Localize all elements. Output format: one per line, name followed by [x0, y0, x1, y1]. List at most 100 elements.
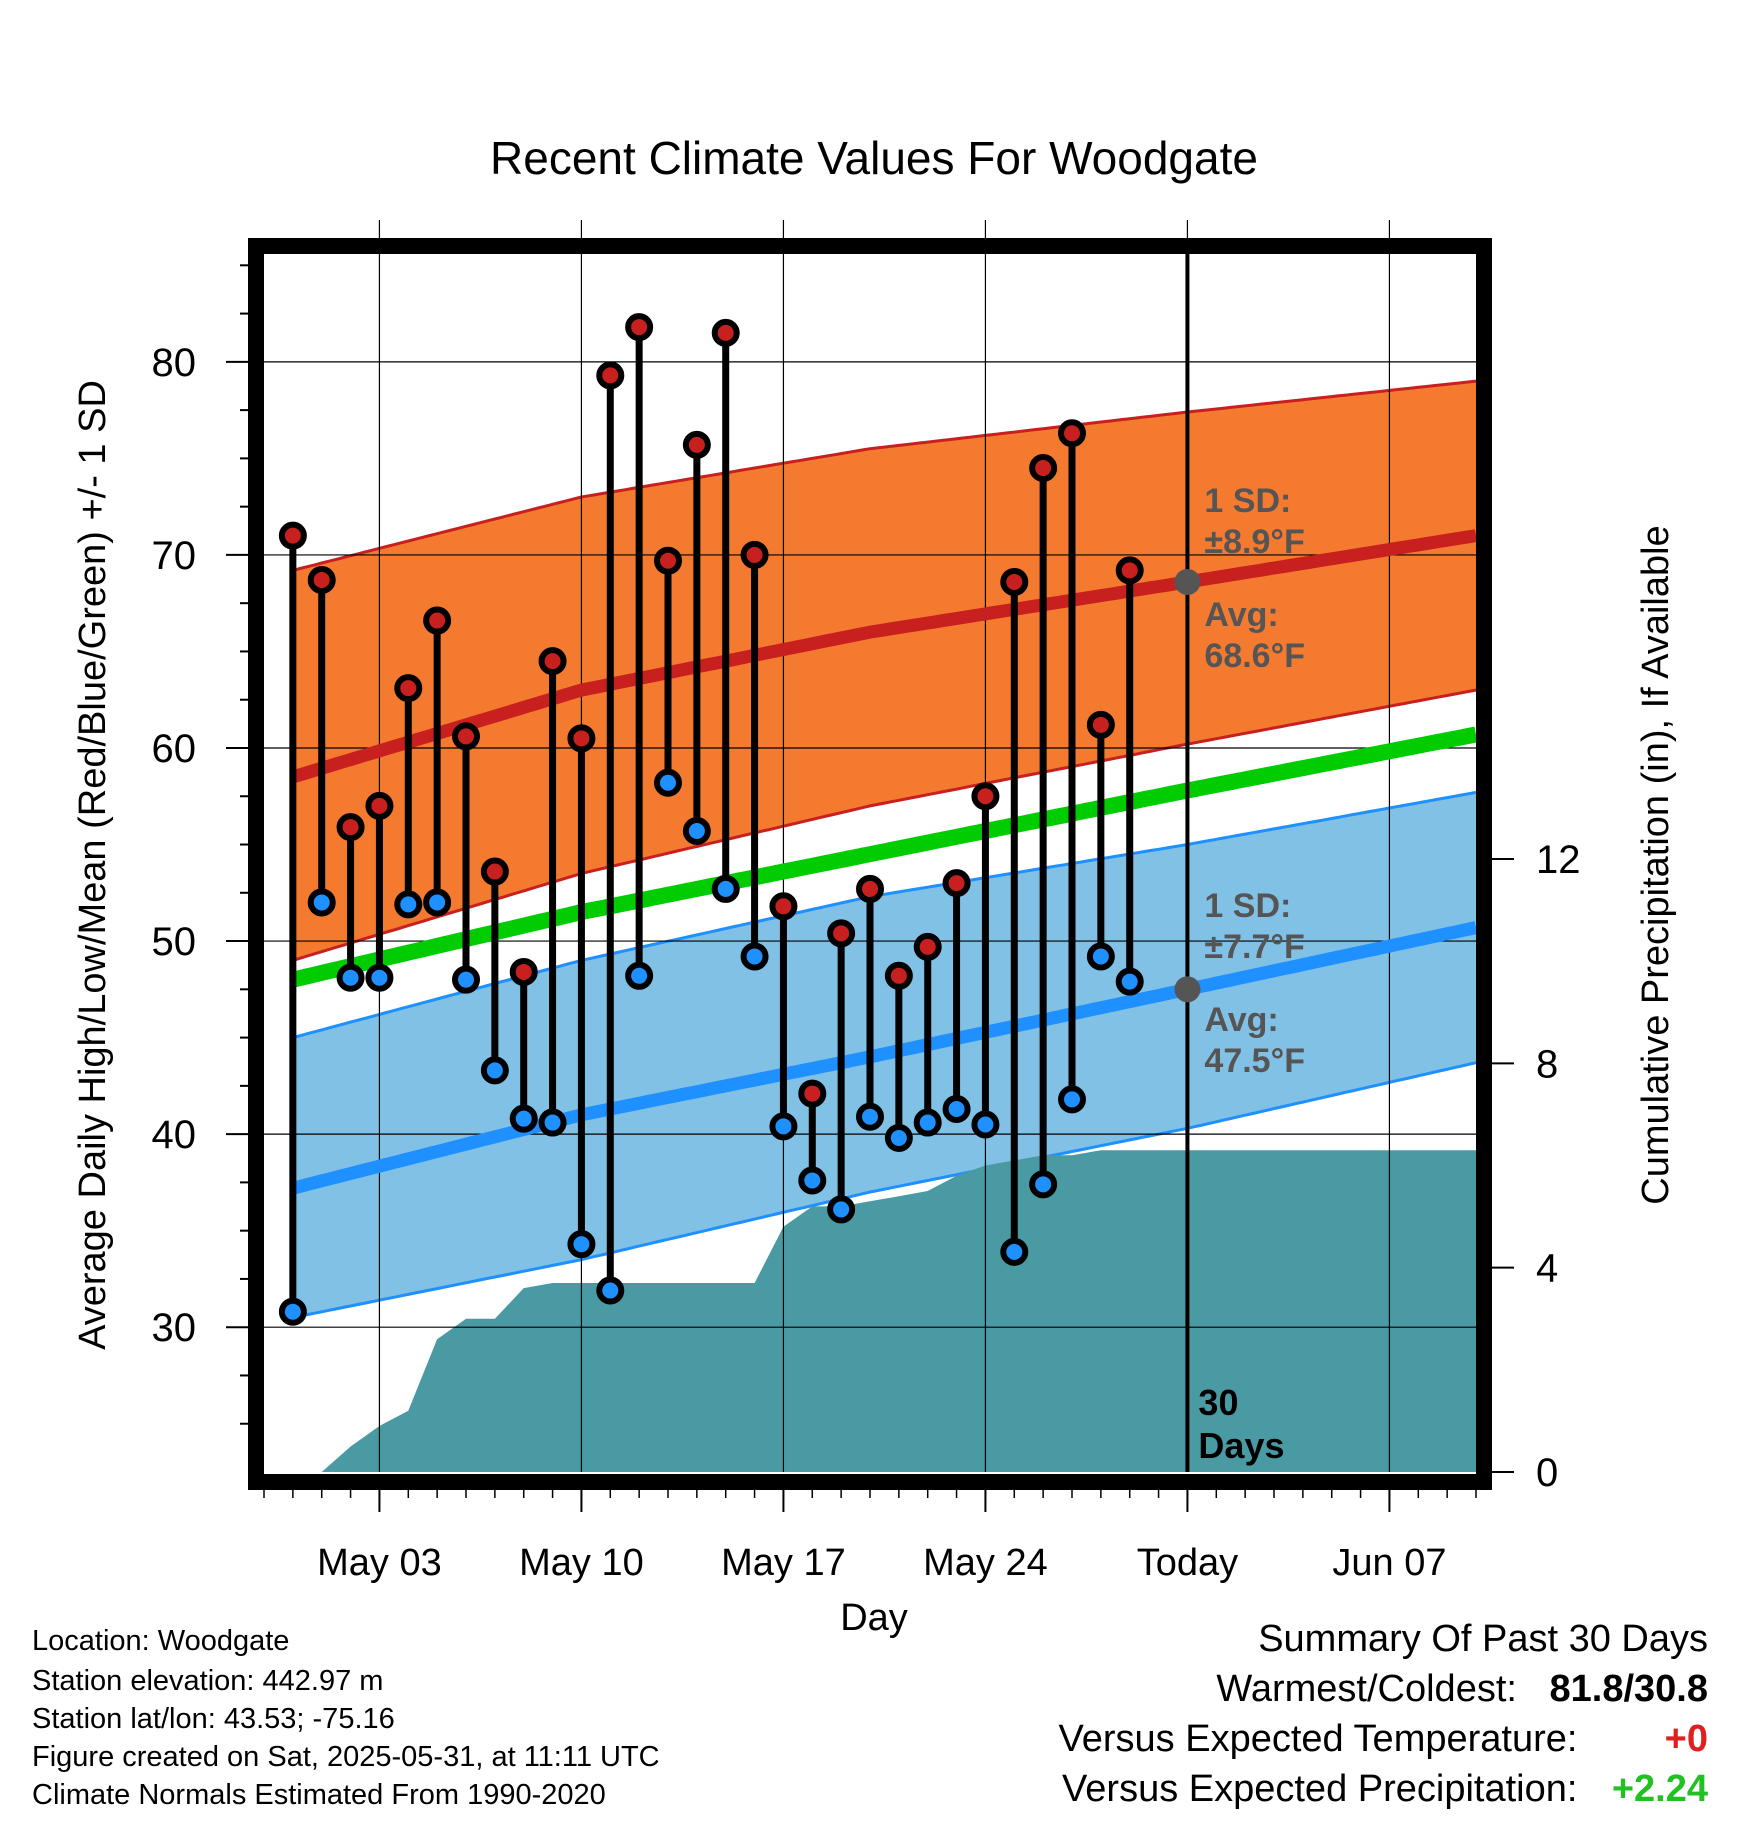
low-point: [1115, 967, 1144, 996]
y-right-tick-label: 12: [1536, 838, 1581, 882]
low-point: [307, 888, 336, 917]
y-tick-label: 70: [152, 534, 197, 578]
low-point: [827, 1195, 856, 1224]
plot-frame: [248, 238, 1492, 1490]
high-point: [278, 521, 307, 550]
high-point: [1115, 556, 1144, 585]
high-avg-line: [291, 529, 1478, 784]
axes: 30 40 50 60 70 80 0 4 8 12 May 03 May 10 May 17 May 2…: [152, 264, 1581, 1584]
low-point: [625, 961, 654, 990]
y-axis-label-left: Average Daily High/Low/Mean (Red/Blue/Gr…: [72, 380, 114, 1350]
x-tick-label: Jun 07: [1332, 1542, 1446, 1584]
high-avg-value: 68.6°F: [1204, 637, 1305, 675]
high-point: [394, 674, 423, 703]
low-point: [423, 888, 452, 917]
latlon-text: Station lat/lon: 43.53; -75.16: [32, 1703, 395, 1735]
high-point: [1000, 567, 1029, 596]
low-point: [596, 1276, 625, 1305]
low-point: [509, 1104, 538, 1133]
y-tick-label: 50: [152, 920, 197, 964]
high-sd-label: 1 SD:: [1204, 482, 1291, 520]
x-axis-label: Day: [840, 1597, 908, 1639]
high-point: [884, 961, 913, 990]
low-point: [798, 1166, 827, 1195]
high-point: [682, 430, 711, 459]
high-sd-upper-line: [292, 379, 1477, 572]
y-tick-label: 40: [152, 1113, 197, 1157]
high-point: [1029, 454, 1058, 483]
low-point: [538, 1108, 567, 1137]
warm-cold-value: 81.8/30.8: [1549, 1668, 1708, 1710]
temp-row: Versus Expected Temperature: +0: [1059, 1714, 1708, 1764]
low-point: [452, 965, 480, 994]
low-sd-lower-line: [292, 1061, 1477, 1319]
high-point: [798, 1079, 827, 1108]
x-tick-label: May 17: [721, 1542, 846, 1584]
y-right-tick-label: 4: [1536, 1247, 1558, 1291]
high-point: [625, 313, 654, 342]
station-info: Location: Woodgate Station elevation: 44…: [32, 1622, 660, 1814]
observations: [278, 313, 1144, 1326]
low-point: [1000, 1237, 1029, 1266]
location-text: Location: Woodgate: [32, 1625, 290, 1657]
low-avg-today-marker: [1174, 976, 1201, 1003]
mean-avg-line: [291, 726, 1478, 988]
chart-title: Recent Climate Values For Woodgate: [490, 132, 1258, 184]
high-point: [1086, 710, 1115, 739]
created-text: Figure created on Sat, 2025-05-31, at 11…: [32, 1741, 660, 1773]
summary-title: Summary Of Past 30 Days: [1258, 1618, 1708, 1660]
today-days-word: Days: [1198, 1425, 1284, 1466]
high-sd-band: [292, 381, 1476, 961]
y-tick-label: 80: [152, 341, 197, 385]
high-point: [480, 857, 509, 886]
x-tick-label: May 24: [923, 1542, 1048, 1584]
today-marker: [1174, 246, 1201, 1472]
precip-value: +2.24: [1611, 1768, 1708, 1810]
low-point: [1058, 1085, 1086, 1114]
temp-value: +0: [1664, 1718, 1708, 1760]
low-point: [769, 1112, 798, 1141]
y-axis-label-right: Cumulative Precipitation (in), If Availa…: [1635, 525, 1677, 1204]
low-point: [682, 817, 711, 846]
high-point: [567, 724, 596, 753]
warm-cold-row: Warmest/Coldest: 81.8/30.8: [1059, 1664, 1708, 1714]
y-right-tick-label: 0: [1536, 1451, 1558, 1495]
low-point: [740, 942, 769, 971]
high-avg-label: Avg:: [1204, 596, 1278, 634]
precip-row: Versus Expected Precipitation: +2.24: [1059, 1764, 1708, 1814]
warm-cold-label: Warmest/Coldest:: [1216, 1668, 1517, 1710]
low-point: [942, 1095, 971, 1124]
low-sd-value: ±7.7°F: [1204, 928, 1304, 966]
y-tick-label: 60: [152, 727, 197, 771]
high-sd-value: ±8.9°F: [1204, 523, 1304, 561]
high-avg-today-marker: [1174, 568, 1201, 595]
high-point: [942, 869, 971, 898]
x-tick-label: Today: [1137, 1542, 1238, 1584]
high-point: [1058, 419, 1086, 448]
y-tick-label: 30: [152, 1306, 197, 1350]
low-sd-label: 1 SD:: [1204, 887, 1291, 925]
high-point: [654, 546, 682, 575]
x-tick-label: May 03: [317, 1542, 442, 1584]
elevation-text: Station elevation: 442.97 m: [32, 1665, 384, 1697]
plot-border: [248, 238, 1492, 1490]
low-point: [884, 1123, 913, 1152]
low-avg-label: Avg:: [1204, 1001, 1278, 1039]
low-avg-line: [291, 921, 1478, 1195]
high-point: [711, 318, 740, 347]
high-point: [596, 361, 625, 390]
low-point: [1086, 942, 1115, 971]
high-point: [509, 957, 538, 986]
high-point: [307, 566, 336, 595]
high-point: [913, 932, 942, 961]
high-point: [827, 919, 856, 948]
y-right-tick-label: 8: [1536, 1042, 1558, 1086]
low-point: [567, 1230, 596, 1259]
low-sd-upper-line: [292, 790, 1477, 1040]
temp-label: Versus Expected Temperature:: [1058, 1718, 1578, 1760]
low-point: [971, 1110, 1000, 1139]
high-point: [365, 791, 394, 820]
normals-text: Climate Normals Estimated From 1990-2020: [32, 1779, 606, 1811]
